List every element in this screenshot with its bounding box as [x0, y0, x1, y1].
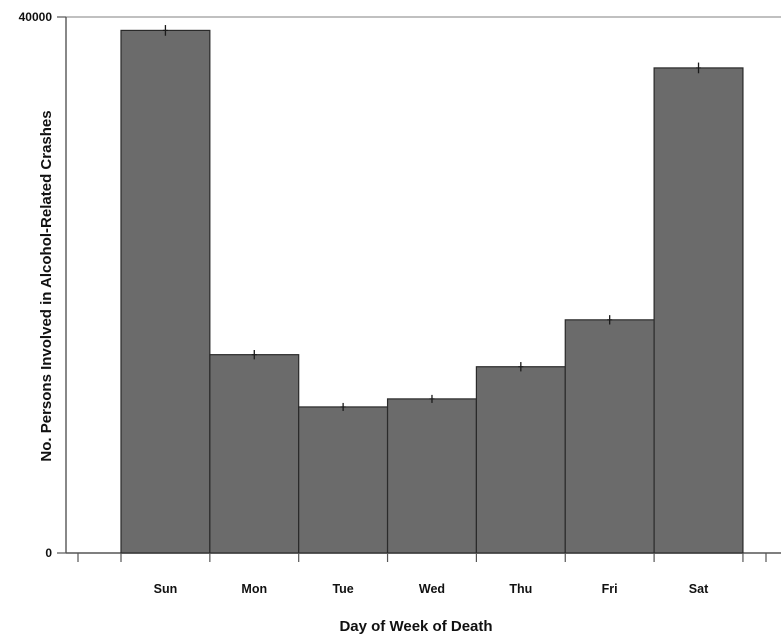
x-tick-label-wed: Wed: [419, 582, 445, 596]
x-tick-label-mon: Mon: [241, 582, 267, 596]
y-tick-label-0: 0: [45, 546, 52, 560]
y-ticks-layer: 0 40000: [19, 10, 66, 560]
bar-tue: [298, 406, 389, 554]
bar-fri: [564, 319, 655, 554]
x-tick-label-thu: Thu: [509, 582, 532, 596]
x-tick-label-tue: Tue: [332, 582, 353, 596]
error-bars-layer: [162, 25, 702, 411]
x-axis-title: Day of Week of Death: [339, 618, 492, 635]
x-tick-label-sun: Sun: [154, 582, 178, 596]
error-bar-tue: [340, 402, 346, 411]
bar-sun: [120, 29, 211, 554]
bar-mon: [209, 354, 300, 554]
bar-sat: [653, 67, 744, 554]
error-bar-wed: [429, 394, 435, 403]
x-tick-label-fri: Fri: [602, 582, 618, 596]
bars-layer: [120, 29, 744, 554]
error-bar-sun: [162, 25, 168, 36]
error-bar-thu: [518, 362, 524, 372]
bar-wed: [386, 398, 477, 554]
error-bar-mon: [251, 350, 257, 360]
y-tick-label-40000: 40000: [19, 10, 53, 24]
error-bar-sat: [696, 62, 702, 74]
y-axis-title: No. Persons Involved in Alcohol-Related …: [38, 110, 55, 461]
bar-thu: [475, 366, 566, 554]
x-ticks-layer: Sun Mon Tue Wed Thu Fri Sat: [77, 553, 767, 596]
x-tick-label-sat: Sat: [689, 582, 709, 596]
error-bar-fri: [607, 315, 613, 325]
